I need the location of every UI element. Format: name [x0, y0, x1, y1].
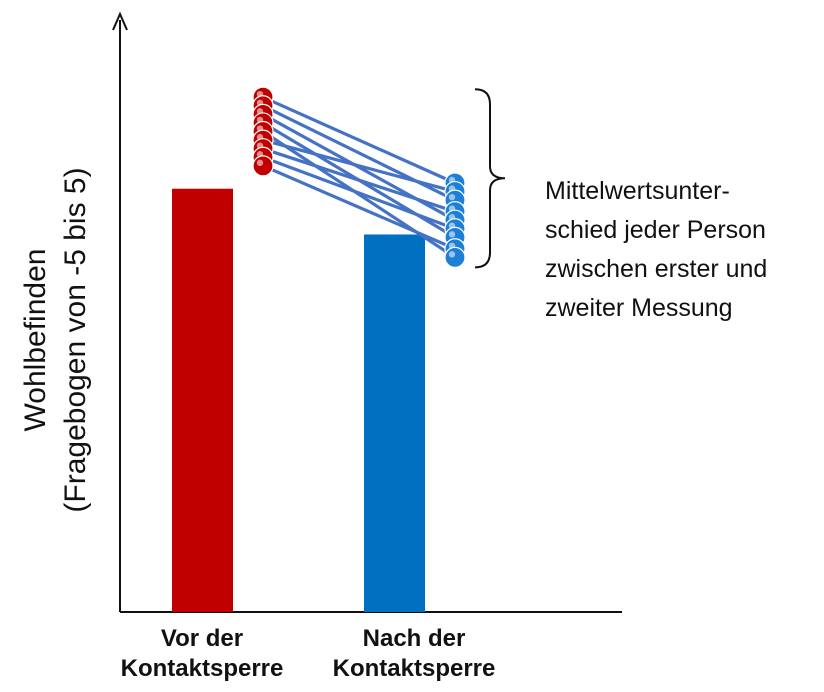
point-after-circle	[444, 246, 466, 268]
paired-line	[261, 138, 457, 194]
y-axis-label-line1: Wohlbefinden	[19, 248, 52, 432]
y-axis-label: Wohlbefinden (Fragebogen von -5 bis 5)	[16, 167, 96, 512]
curly-brace	[474, 88, 506, 269]
x-category-label-after: Nach der Kontaktsperre	[294, 624, 534, 684]
brace-path	[474, 88, 506, 269]
point-before-highlight	[256, 159, 264, 167]
annotation-line-2: schied jeder Person	[545, 216, 766, 244]
y-axis-label-line2: (Fragebogen von -5 bis 5)	[59, 167, 92, 513]
point-after-highlight	[448, 231, 456, 238]
y-axis-arrowhead	[112, 11, 128, 31]
bar-after	[364, 234, 425, 613]
annotation-text: Mittelwertsunter- schied jeder Person zw…	[545, 172, 815, 328]
x-category-before-line1: Vor der	[160, 625, 244, 652]
paired-line	[261, 155, 457, 231]
point-after	[444, 246, 466, 268]
point-before-circle	[252, 155, 274, 177]
annotation-line-4: zweiter Messung	[545, 294, 733, 322]
paired-line	[261, 95, 457, 185]
individual-points	[252, 86, 466, 268]
point-after-highlight	[448, 193, 456, 201]
paired-lines	[261, 95, 457, 259]
paired-line	[261, 104, 457, 202]
paired-line	[261, 147, 457, 214]
paired-line	[261, 164, 457, 251]
x-category-label-before: Vor der Kontaktsperre	[82, 624, 322, 684]
bar-before	[172, 188, 233, 612]
chart-bars	[172, 188, 425, 613]
point-before	[252, 155, 274, 177]
x-category-after-line1: Nach der	[362, 625, 466, 652]
point-after-highlight	[448, 251, 456, 258]
x-category-before-line2: Kontaktsperre	[120, 655, 284, 682]
x-category-after-line2: Kontaktsperre	[332, 655, 496, 682]
annotation-line-1: Mittelwertsunter-	[545, 177, 730, 205]
annotation-line-3: zwischen erster und	[545, 255, 768, 283]
